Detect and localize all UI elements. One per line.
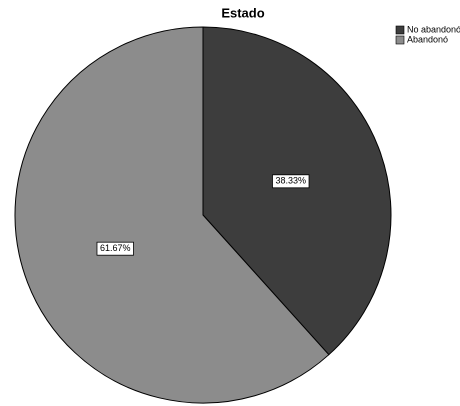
data-label: 38.33% (272, 174, 310, 189)
legend-swatch (395, 25, 405, 35)
legend-swatch (395, 35, 405, 45)
chart-title: Estado (221, 5, 264, 20)
data-label-text: 38.33% (275, 176, 306, 186)
pie-slice (14, 26, 330, 404)
data-label-box (96, 241, 134, 256)
pie-slice (202, 26, 392, 356)
legend-label: No abandonó (407, 24, 460, 34)
legend-label: Abandonó (407, 34, 448, 44)
data-label-text: 61.67% (100, 243, 131, 253)
data-label: 61.67% (96, 241, 134, 256)
data-label-box (272, 174, 310, 189)
